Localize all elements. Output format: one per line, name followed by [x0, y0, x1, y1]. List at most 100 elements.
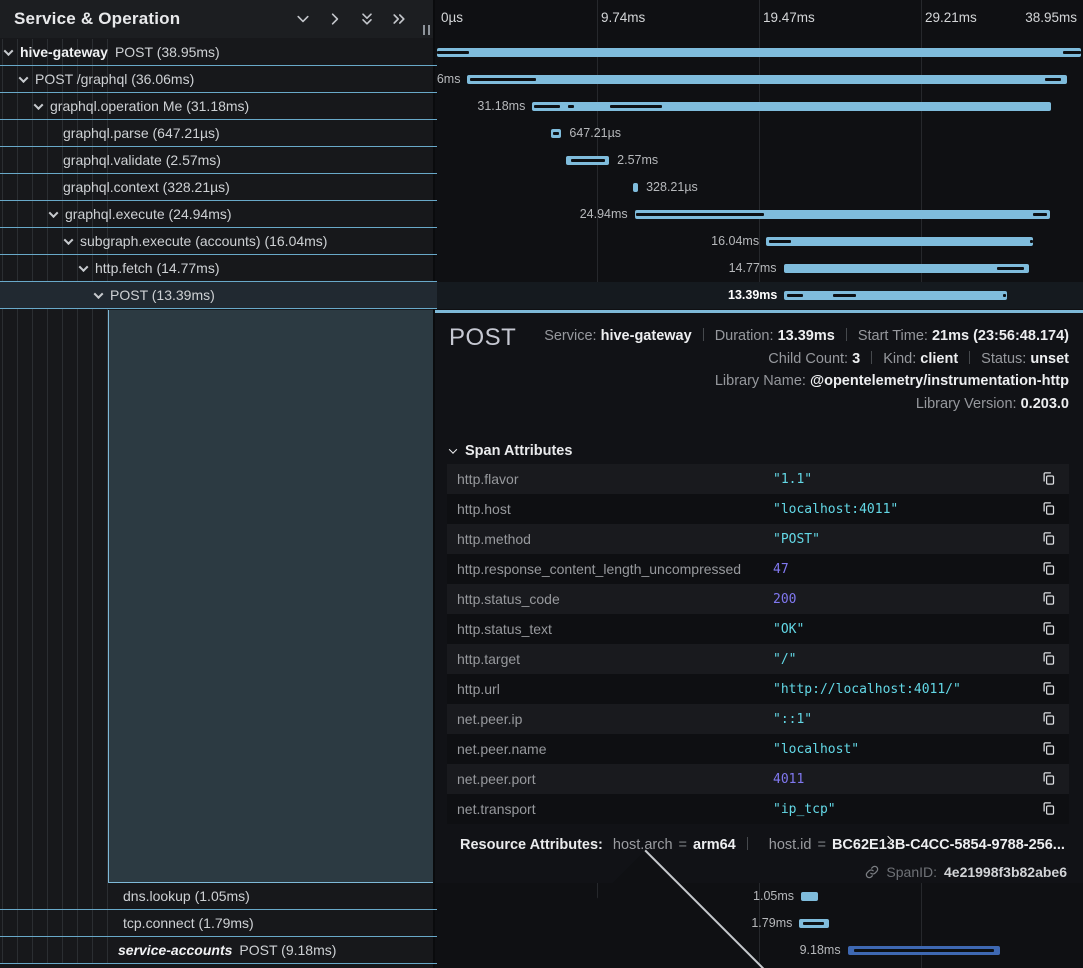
panel-resize-handle[interactable] — [423, 25, 430, 35]
span-bar[interactable] — [635, 210, 1050, 219]
span-bar-self-time-tick — [470, 78, 536, 81]
tree-row[interactable]: graphql.parse (647.21µs) — [0, 120, 437, 147]
timeline-row: 2.57ms — [435, 147, 1083, 174]
detail-meta-label: Start Time: — [858, 328, 932, 344]
span-bar-self-time-tick — [1033, 213, 1047, 216]
span-bar-self-time-tick — [769, 240, 790, 243]
timeline-row: 14.77ms — [435, 255, 1083, 282]
tree-row[interactable]: hive-gatewayPOST (38.95ms) — [0, 39, 437, 66]
copy-icon[interactable] — [1041, 531, 1057, 547]
tree-row[interactable]: subgraph.execute (accounts) (16.04ms) — [0, 228, 437, 255]
attribute-value: "OK" — [773, 622, 804, 637]
detail-meta-value: client — [920, 351, 958, 367]
copy-icon[interactable] — [1041, 561, 1057, 577]
span-attributes-header[interactable]: Span Attributes — [450, 443, 572, 459]
span-operation-label: subgraph.execute (accounts) (16.04ms) — [80, 233, 327, 249]
copy-icon[interactable] — [1041, 711, 1057, 727]
copy-icon[interactable] — [1041, 501, 1057, 517]
detail-meta-label: Service: — [544, 328, 600, 344]
chevron-down-icon[interactable] — [34, 100, 44, 110]
attribute-value: 200 — [773, 592, 796, 607]
chevron-down-icon[interactable] — [64, 235, 74, 245]
timeline-row: 1.05ms — [435, 883, 1083, 910]
attribute-row: http.method"POST" — [447, 524, 1069, 554]
tree-row[interactable]: POST /graphql (36.06ms) — [0, 66, 437, 93]
attribute-value: "localhost" — [773, 742, 859, 757]
attribute-row: net.transport"ip_tcp" — [447, 794, 1069, 824]
copy-icon[interactable] — [1041, 801, 1057, 817]
link-icon[interactable] — [865, 865, 879, 879]
span-duration-label: 16.04ms — [711, 234, 759, 248]
tree-row[interactable]: graphql.operation Me (31.18ms) — [0, 93, 437, 120]
timeline-row: 16.04ms — [435, 228, 1083, 255]
chevron-down-icon[interactable] — [94, 289, 104, 299]
ruler-tick-label: 38.95ms — [1025, 10, 1077, 25]
chevron-down-icon[interactable] — [79, 262, 89, 272]
attribute-value: "POST" — [773, 532, 820, 547]
copy-icon[interactable] — [1041, 771, 1057, 787]
timeline-rows-bottom: 1.05ms1.79ms9.18ms — [435, 883, 1083, 964]
resource-attribute-key: host.arch — [613, 837, 673, 853]
tree-row[interactable]: http.fetch (14.77ms) — [0, 255, 437, 282]
tree-row[interactable]: graphql.validate (2.57ms) — [0, 147, 437, 174]
copy-icon[interactable] — [1041, 591, 1057, 607]
attribute-key: http.flavor — [457, 471, 518, 487]
copy-icon[interactable] — [1041, 681, 1057, 697]
attribute-value: 4011 — [773, 772, 804, 787]
detail-meta-line: Library Name: @opentelemetry/instrumenta… — [544, 370, 1069, 393]
span-id-label: SpanID: — [886, 864, 937, 880]
tree-row[interactable]: service-accountsPOST (9.18ms) — [0, 937, 437, 964]
span-bar[interactable] — [766, 237, 1033, 246]
attribute-key: net.transport — [457, 801, 536, 817]
chevron-right-icon[interactable] — [327, 11, 343, 27]
span-bar-self-time-tick — [1030, 240, 1033, 243]
span-bar-self-time-tick — [1003, 294, 1006, 297]
span-bar-self-time-tick — [636, 213, 765, 216]
span-bar[interactable] — [467, 75, 1067, 84]
tree-row[interactable]: POST (13.39ms) — [0, 282, 437, 309]
service-name: service-accounts — [118, 942, 232, 958]
copy-icon[interactable] — [1041, 471, 1057, 487]
span-bar[interactable] — [532, 102, 1051, 111]
span-bar[interactable] — [801, 892, 818, 901]
copy-icon[interactable] — [1041, 651, 1057, 667]
tree-row[interactable]: graphql.execute (24.94ms) — [0, 201, 437, 228]
detail-meta-label: Duration: — [715, 328, 778, 344]
panel-title: Service & Operation — [14, 9, 180, 29]
attribute-row: net.peer.port 4011 — [447, 764, 1069, 794]
service-operation-panel: Service & Operation hive-gatewayPOST (38… — [0, 0, 433, 968]
attribute-key: http.status_code — [457, 591, 560, 607]
double-chevron-down-icon[interactable] — [359, 11, 375, 27]
attribute-key: net.peer.port — [457, 771, 536, 787]
chevron-down-icon[interactable] — [49, 208, 59, 218]
meta-divider — [747, 837, 748, 850]
chevron-down-icon[interactable] — [19, 73, 29, 83]
detail-meta-value: 3 — [852, 351, 860, 367]
span-bar[interactable] — [566, 156, 609, 165]
chevron-down-icon[interactable] — [4, 46, 14, 56]
meta-divider — [969, 351, 970, 364]
tree-row[interactable]: graphql.context (328.21µs) — [0, 174, 437, 201]
copy-icon[interactable] — [1041, 741, 1057, 757]
tree-row[interactable]: dns.lookup (1.05ms) — [0, 883, 437, 910]
span-bar[interactable] — [633, 183, 638, 192]
timeline-row: 1.79ms — [435, 910, 1083, 937]
span-bar[interactable] — [784, 264, 1030, 273]
timeline-row: 13.39ms — [435, 282, 1083, 309]
span-bar[interactable] — [437, 48, 1081, 57]
resource-attributes-row[interactable]: Resource Attributes: host.arch=arm64host… — [450, 837, 1065, 853]
span-bar-self-time-tick — [997, 267, 1024, 270]
chevron-down-icon[interactable] — [295, 11, 311, 27]
tree-row[interactable]: tcp.connect (1.79ms) — [0, 910, 437, 937]
span-operation-label: http.fetch (14.77ms) — [95, 260, 220, 276]
service-name: hive-gateway — [20, 44, 108, 60]
attribute-row: http.target"/" — [447, 644, 1069, 674]
span-bar[interactable] — [799, 919, 829, 928]
span-duration-label: 1.79ms — [751, 916, 792, 930]
span-bar[interactable] — [551, 129, 562, 138]
span-bar[interactable] — [848, 946, 1001, 955]
double-chevron-right-icon[interactable] — [391, 11, 407, 27]
span-id-row: SpanID: 4e21998f3b82abe6 — [865, 864, 1067, 880]
span-bar[interactable] — [784, 291, 1007, 300]
copy-icon[interactable] — [1041, 621, 1057, 637]
